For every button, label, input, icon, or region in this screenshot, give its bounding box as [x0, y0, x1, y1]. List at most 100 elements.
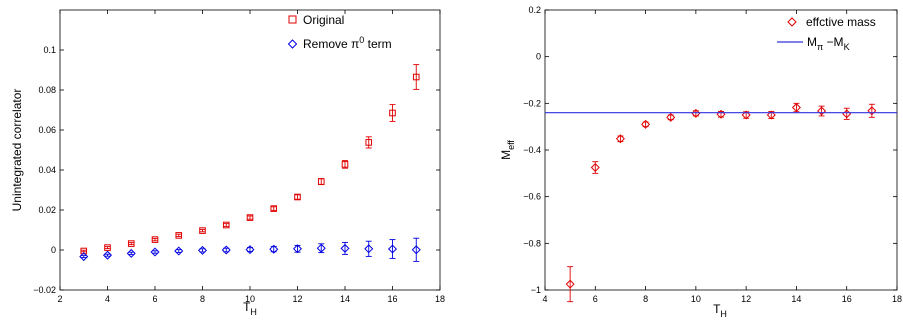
- left-series1-point: [387, 239, 398, 259]
- left-y-tick-label: 0.02: [38, 205, 56, 215]
- square-marker: [365, 139, 373, 146]
- left-x-axis-label: TH: [243, 300, 257, 317]
- right-y-tick-label: 0.2: [528, 5, 541, 15]
- diamond-marker: [79, 252, 89, 262]
- legend-remove-marker: [287, 39, 298, 49]
- legend-original-label: Original: [303, 13, 344, 27]
- diamond-marker: [741, 110, 751, 120]
- left-series0-point: [175, 232, 183, 239]
- left-series1-point: [292, 244, 303, 254]
- right-plot-frame: [544, 9, 898, 291]
- legend-original-marker: [288, 15, 297, 24]
- left-series0-point: [294, 193, 301, 201]
- right-y-tick-label: −1: [531, 285, 541, 295]
- left-series0-point: [246, 214, 254, 221]
- left-series0-point: [365, 136, 373, 149]
- left-series0-point: [80, 247, 88, 255]
- left-series0-point: [127, 240, 135, 247]
- right-series0-point: [766, 110, 776, 120]
- right-y-axis-label: Meff: [499, 140, 516, 160]
- legend-effective-mass-marker: [787, 17, 797, 27]
- diamond-marker: [565, 279, 575, 289]
- left-chart: 2 4 6 8 10 12 14 16 18−0.0200.020.040.060.080.1 …: [10, 9, 445, 317]
- left-series1-point: [102, 250, 113, 260]
- right-x-label-sub: H: [720, 309, 727, 319]
- right-series0-point: [842, 107, 852, 120]
- left-y-axis-label: Unintegrated correlator: [10, 89, 24, 212]
- left-series0-point: [317, 178, 325, 186]
- left-series1-point: [150, 247, 160, 257]
- diamond-marker: [102, 250, 113, 260]
- right-series0-point: [691, 108, 701, 118]
- left-x-tick-label: 6: [152, 294, 157, 304]
- square-marker: [341, 161, 349, 168]
- right-series0-point: [791, 102, 801, 113]
- left-x-tick-label: 4: [105, 294, 110, 304]
- diamond-marker: [197, 245, 208, 255]
- left-series1-point: [221, 245, 231, 255]
- diamond-marker: [340, 243, 350, 253]
- left-series0-point: [104, 244, 111, 251]
- left-y-tick-label: 0: [51, 245, 56, 255]
- left-x-tick-label: 8: [200, 294, 205, 304]
- square-marker: [412, 73, 420, 81]
- left-series1-point: [269, 244, 279, 254]
- left-series0-point: [341, 160, 349, 169]
- diamond-marker: [867, 106, 877, 116]
- square-marker: [127, 240, 135, 247]
- right-x-label-main: T: [713, 302, 721, 316]
- diamond-marker: [766, 110, 776, 120]
- left-series1-point: [126, 248, 136, 258]
- diamond-marker: [292, 244, 303, 254]
- right-series0-point: [867, 103, 877, 118]
- left-series1-point: [364, 240, 374, 257]
- square-marker: [222, 221, 230, 229]
- right-series0-point: [565, 266, 575, 303]
- right-y-label-main: M: [499, 150, 513, 160]
- legend-effective-mass-label: effctive mass: [806, 15, 876, 29]
- left-x-tick-label: 10: [245, 294, 255, 304]
- diamond-marker: [615, 134, 625, 144]
- left-series0-point: [389, 104, 396, 122]
- right-y-tick-label: −0.8: [523, 238, 541, 248]
- right-series0-point: [590, 161, 600, 174]
- diamond-marker: [245, 245, 255, 255]
- left-series1-point: [316, 243, 326, 254]
- diamond-marker: [641, 119, 651, 129]
- diamond-marker: [126, 248, 136, 258]
- diamond-marker: [221, 245, 231, 255]
- diamond-marker: [387, 244, 398, 254]
- square-marker: [199, 227, 206, 234]
- diamond-marker: [364, 244, 374, 254]
- right-x-tick-label: 18: [892, 294, 902, 304]
- left-x-tick-label: 14: [340, 294, 350, 304]
- legend-mass-diff-label: Mπ −MK: [807, 35, 850, 52]
- left-x-tick-label: 12: [292, 294, 302, 304]
- right-y-tick-label: −0.4: [523, 145, 541, 155]
- left-x-tick-label: 16: [387, 294, 397, 304]
- left-y-tick-label: 0.08: [38, 85, 56, 95]
- left-x-label-main: T: [243, 300, 251, 314]
- right-y-tick-label: −0.6: [523, 192, 541, 202]
- left-series1-point: [340, 241, 350, 255]
- left-series0-point: [222, 221, 230, 229]
- right-legend: effctive mass Mπ −MK: [777, 15, 876, 52]
- right-x-axis-label: TH: [713, 302, 727, 319]
- left-data: [79, 64, 421, 262]
- left-grid-ticks: 2 4 6 8 10 12 14 16 18 −0.02 0 0.02 0.04 0.06 0.08 0.1: [33, 10, 445, 304]
- right-chart: 4 6 8 10 12 14 16 18 −1 −0.8 −0.6 −0.4 −0.2 0 0.2 TH M…: [499, 5, 902, 319]
- right-x-tick-label: 4: [542, 294, 547, 304]
- right-x-tick-label: 14: [791, 294, 801, 304]
- left-series1-point: [245, 245, 255, 255]
- left-y-tick-label: −0.02: [33, 285, 56, 295]
- left-series0-point: [151, 236, 159, 243]
- right-y-tick-label: −0.2: [523, 98, 541, 108]
- left-series0-point: [412, 64, 420, 90]
- left-y-tick-label: 0.1: [43, 45, 56, 55]
- diamond-marker: [666, 112, 676, 122]
- right-series0-point: [817, 105, 827, 117]
- right-series0-point: [716, 109, 726, 119]
- right-y-tick-label: 0: [536, 52, 541, 62]
- left-series1-point: [197, 245, 208, 255]
